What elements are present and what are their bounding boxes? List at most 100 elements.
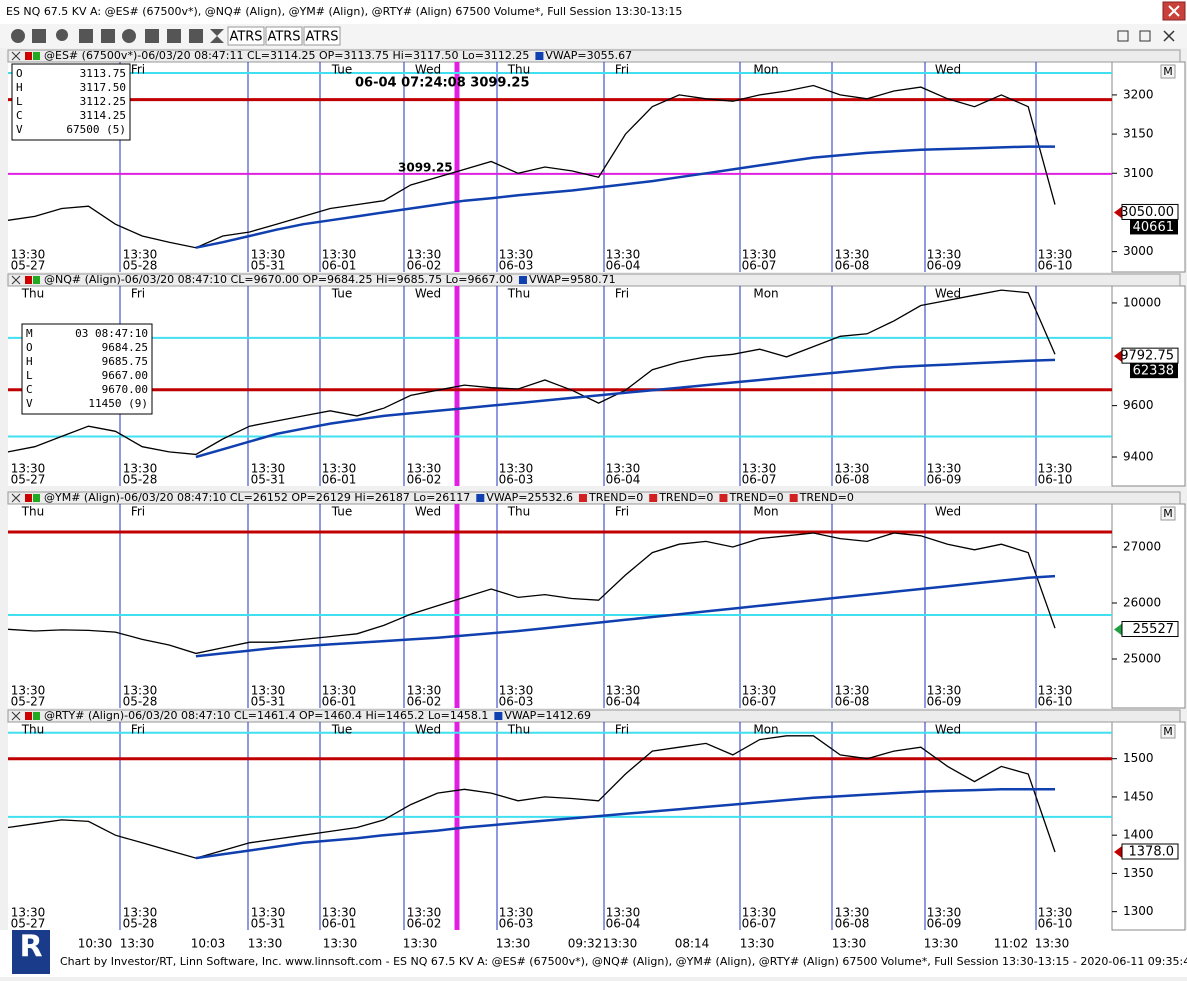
date-time-label: 13:30 xyxy=(407,462,442,476)
toolbar-button-label: ATRS xyxy=(267,30,300,45)
date-time-label: 13:30 xyxy=(742,906,777,920)
date-time-label: 13:30 xyxy=(322,248,357,262)
date-label: 06-04 xyxy=(606,695,641,709)
date-label: 05-31 xyxy=(251,695,286,709)
y-tick-label: 1500 xyxy=(1123,751,1154,765)
date-label: 06-01 xyxy=(322,917,357,931)
indicator-label: TREND=0 xyxy=(728,491,783,504)
data-window-key: C xyxy=(16,109,23,122)
indicator-swatch xyxy=(789,494,798,502)
y-tick-label: 27000 xyxy=(1123,540,1161,554)
date-label: 06-02 xyxy=(407,259,442,273)
last-price-box xyxy=(1121,843,1179,860)
indicator-label: TREND=0 xyxy=(658,491,713,504)
date-time-label: 13:30 xyxy=(251,248,286,262)
x-axis-label: 10:30 xyxy=(78,937,113,951)
date-time-label: 13:30 xyxy=(606,462,641,476)
indicator-swatch xyxy=(719,494,728,502)
y-tick-label: 3200 xyxy=(1123,87,1154,101)
date-label: 06-08 xyxy=(835,695,870,709)
toolbar-button[interactable] xyxy=(265,26,303,46)
date-time-label: 13:30 xyxy=(322,684,357,698)
toolbar-button-label: ATRS xyxy=(305,30,338,45)
panel-close[interactable] xyxy=(1163,30,1175,42)
date-label: 06-10 xyxy=(1038,917,1073,931)
date-label: 05-27 xyxy=(11,695,46,709)
date-label: 05-27 xyxy=(11,259,46,273)
header-icon xyxy=(33,494,40,502)
date-time-label: 13:30 xyxy=(11,684,46,698)
data-window-value: 3113.75 xyxy=(80,67,126,80)
day-label: Tue xyxy=(331,723,353,737)
day-label: Fri xyxy=(615,723,629,737)
day-label: Tue xyxy=(331,63,353,77)
day-label: Wed xyxy=(415,63,441,77)
toolbar-button[interactable] xyxy=(303,26,341,46)
data-window-key: O xyxy=(16,67,23,80)
date-label: 06-04 xyxy=(606,917,641,931)
date-label: 06-10 xyxy=(1038,695,1073,709)
date-time-label: 13:30 xyxy=(123,684,158,698)
last-price-label: 25527 xyxy=(1133,622,1174,637)
price-line xyxy=(7,289,1056,456)
toolbar-icons xyxy=(11,29,224,43)
date-time-label: 13:30 xyxy=(927,462,962,476)
panel-button[interactable] xyxy=(1160,724,1176,739)
last-price-label: 3050.00 xyxy=(1120,205,1174,220)
data-window-value: 9685.75 xyxy=(102,355,148,368)
y-tick-label: 3100 xyxy=(1123,166,1154,180)
panel-button[interactable] xyxy=(1160,506,1176,521)
date-time-label: 13:30 xyxy=(1038,684,1073,698)
indicator-swatch xyxy=(518,276,527,284)
header-close xyxy=(11,51,21,61)
indicator-label: VWAP=25532.6 xyxy=(486,491,573,504)
axis-strip xyxy=(0,930,1187,977)
panel-header xyxy=(7,273,1181,287)
day-label: Wed xyxy=(935,723,961,737)
day-label: Fri xyxy=(615,505,629,519)
date-time-label: 13:30 xyxy=(407,684,442,698)
data-window-value: 67500 (5) xyxy=(66,123,126,136)
day-label: Mon xyxy=(753,505,778,519)
date-time-label: 13:30 xyxy=(927,906,962,920)
last-price-marker xyxy=(1114,846,1122,858)
plot-bg xyxy=(8,504,1112,708)
indicator-label: VWAP=3055.67 xyxy=(545,49,632,62)
date-label: 06-02 xyxy=(407,917,442,931)
date-time-label: 13:30 xyxy=(499,684,534,698)
indicator-label: VWAP=9580.71 xyxy=(529,273,616,286)
data-window-key: L xyxy=(26,369,33,382)
date-label: 06-03 xyxy=(499,473,534,487)
x-axis-label: 13:30 xyxy=(740,937,775,951)
date-label: 06-10 xyxy=(1038,259,1073,273)
plot-bg xyxy=(8,722,1112,930)
panel-button[interactable] xyxy=(1160,64,1176,79)
y-tick-label: 9400 xyxy=(1123,449,1154,463)
y-tick-label: 3000 xyxy=(1123,244,1154,258)
date-time-label: 13:30 xyxy=(407,248,442,262)
vwap-line xyxy=(195,358,1056,459)
date-time-label: 13:30 xyxy=(123,248,158,262)
date-time-label: 13:30 xyxy=(927,684,962,698)
header-icon xyxy=(33,712,40,720)
date-time-label: 13:30 xyxy=(11,906,46,920)
header-icon xyxy=(33,276,40,284)
date-time-label: 13:30 xyxy=(499,248,534,262)
vwap-line xyxy=(195,788,1055,860)
date-time-label: 13:30 xyxy=(322,906,357,920)
toolbar-button[interactable] xyxy=(227,26,265,46)
data-window-key: L xyxy=(16,95,23,108)
data-window-value: 9667.00 xyxy=(102,369,148,382)
day-label: Thu xyxy=(507,505,531,519)
date-label: 06-02 xyxy=(407,473,442,487)
x-axis-label: 13:30 xyxy=(603,937,638,951)
x-axis-label: 11:02 xyxy=(994,937,1029,951)
restore-button[interactable] xyxy=(1117,30,1129,42)
maximize-button[interactable] xyxy=(1139,30,1151,42)
indicator-swatch xyxy=(578,494,587,502)
title-bar xyxy=(0,0,1187,24)
indicator-label: VWAP=1412.69 xyxy=(504,709,591,722)
panel-title: @RTY# (Align)-06/03/20 08:47:10 CL=1461.… xyxy=(44,709,488,722)
header-icon xyxy=(25,494,32,502)
